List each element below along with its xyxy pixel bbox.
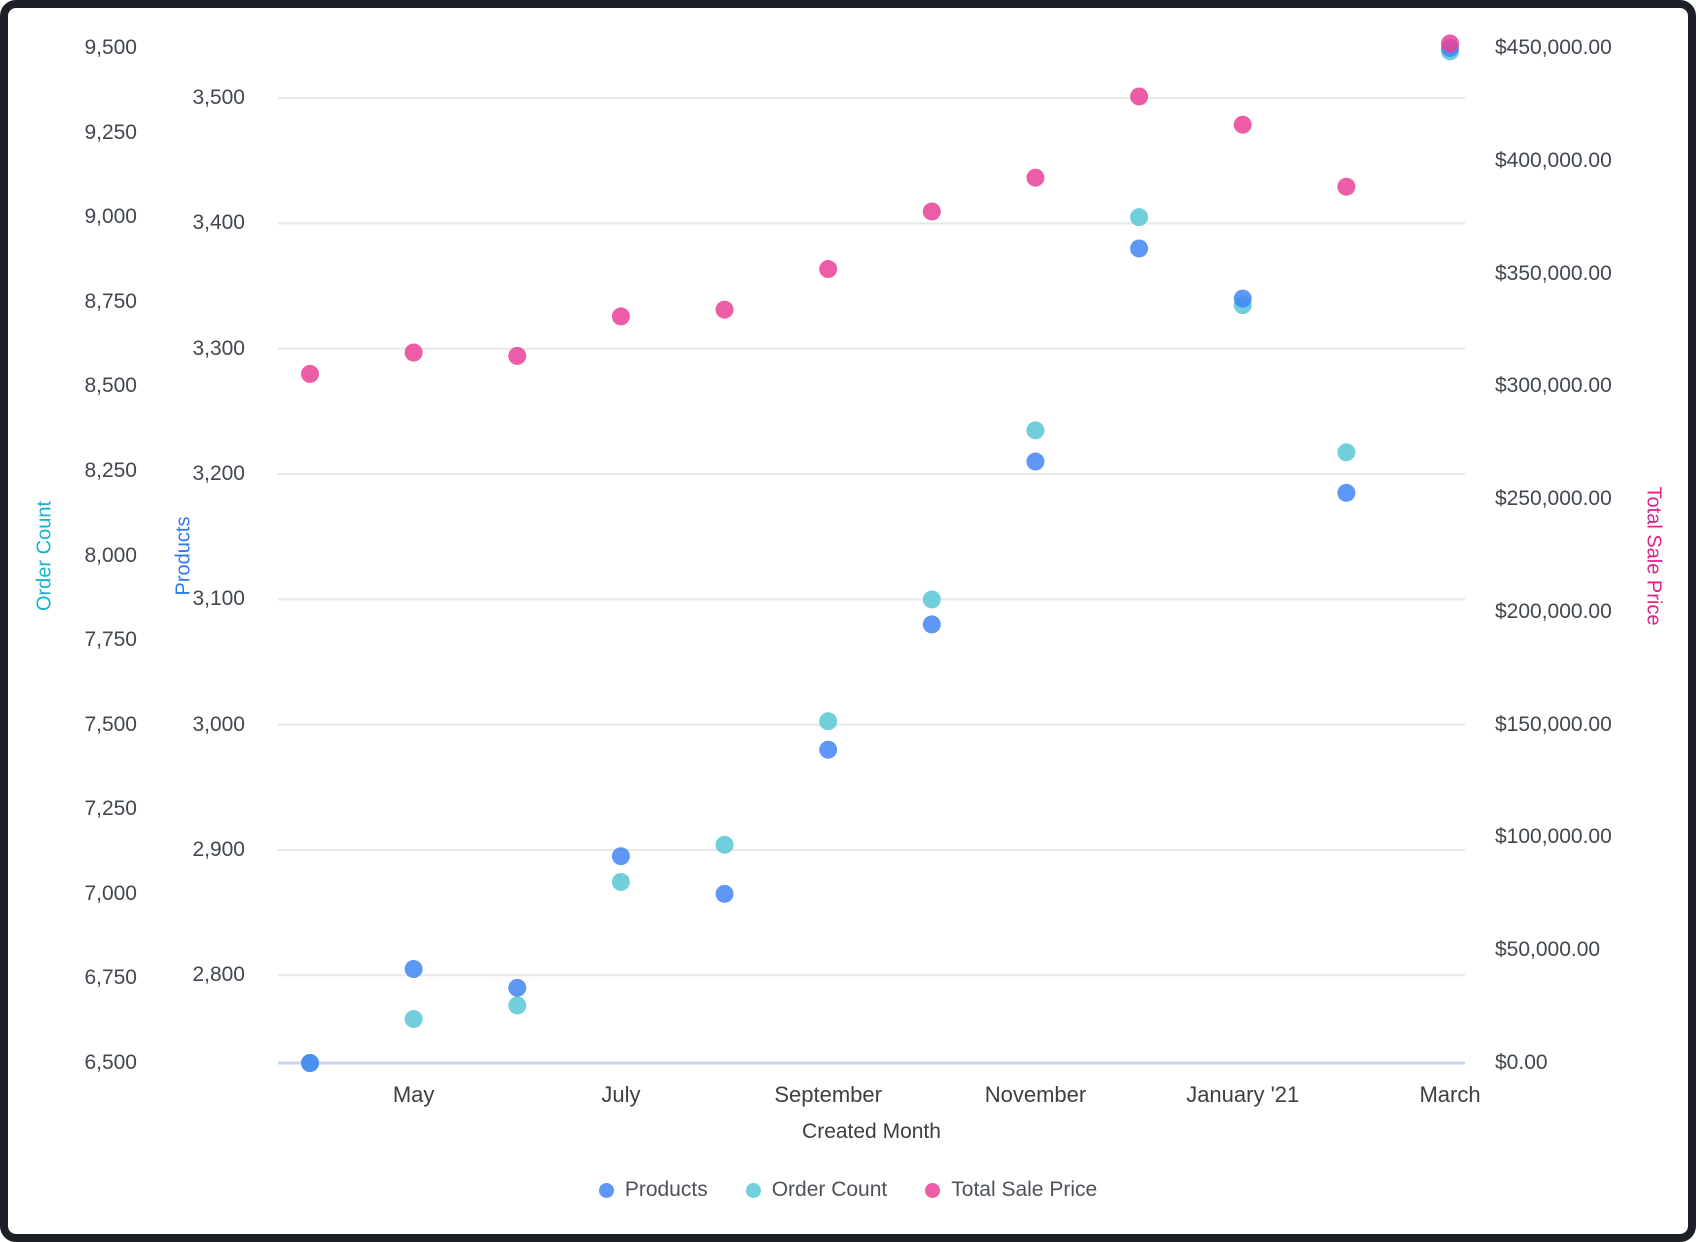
data-point-order_count[interactable] bbox=[819, 712, 838, 731]
data-point-products[interactable] bbox=[1337, 483, 1356, 502]
axis-tick-label: 3,300 bbox=[192, 336, 245, 360]
axis-tick-label: $400,000.00 bbox=[1495, 148, 1612, 172]
axis-tick-label: $100,000.00 bbox=[1495, 825, 1612, 849]
data-point-total_sale_price[interactable] bbox=[404, 343, 423, 362]
data-point-order_count[interactable] bbox=[922, 590, 941, 609]
axis-tick-label: $0.00 bbox=[1495, 1051, 1548, 1074]
axis-tick-label: $300,000.00 bbox=[1495, 374, 1612, 398]
data-point-total_sale_price[interactable] bbox=[611, 307, 630, 326]
data-point-products[interactable] bbox=[715, 884, 734, 903]
data-point-total_sale_price[interactable] bbox=[1233, 115, 1252, 134]
axis-tick-label: 2,800 bbox=[192, 963, 245, 987]
data-point-total_sale_price[interactable] bbox=[1026, 168, 1045, 187]
total-sale-price-axis-title: Total Sale Price bbox=[1642, 486, 1665, 626]
axis-tick-label: 9,500 bbox=[84, 36, 137, 59]
axis-tick-label: 6,750 bbox=[84, 966, 137, 990]
axis-tick-label: $50,000.00 bbox=[1495, 938, 1601, 962]
data-point-order_count[interactable] bbox=[611, 872, 630, 891]
data-point-total_sale_price[interactable] bbox=[1441, 34, 1459, 53]
x-axis-tick-label: May bbox=[392, 1082, 435, 1107]
total-sale-price-legend-dot bbox=[925, 1182, 941, 1198]
data-point-order_count[interactable] bbox=[715, 835, 734, 854]
order-count-legend-dot bbox=[745, 1182, 761, 1198]
data-point-products[interactable] bbox=[1130, 239, 1149, 258]
legend-label: Products bbox=[624, 1178, 708, 1201]
data-point-products[interactable] bbox=[1233, 289, 1252, 308]
order-count-axis-title: Order Count bbox=[33, 500, 56, 612]
axis-tick-label: 3,000 bbox=[192, 712, 245, 736]
data-point-products[interactable] bbox=[404, 960, 423, 979]
data-point-products[interactable] bbox=[301, 1054, 319, 1072]
data-point-products[interactable] bbox=[508, 978, 527, 997]
axis-tick-label: 3,200 bbox=[192, 462, 245, 486]
data-point-order_count[interactable] bbox=[1130, 208, 1149, 227]
axis-tick-label: 9,000 bbox=[84, 205, 137, 229]
data-point-products[interactable] bbox=[1026, 452, 1045, 471]
axis-tick-label: 3,400 bbox=[192, 211, 245, 235]
data-point-products[interactable] bbox=[922, 615, 941, 634]
x-axis-tick-label: September bbox=[774, 1082, 882, 1107]
x-axis-title: Created Month bbox=[802, 1120, 941, 1143]
axis-tick-label: 8,000 bbox=[84, 543, 137, 567]
axis-tick-label: $350,000.00 bbox=[1495, 261, 1612, 285]
axis-tick-label: $250,000.00 bbox=[1495, 487, 1612, 511]
data-point-total_sale_price[interactable] bbox=[715, 300, 734, 319]
axis-tick-label: $450,000.00 bbox=[1495, 36, 1612, 59]
axis-tick-label: 8,250 bbox=[84, 458, 137, 482]
data-point-total_sale_price[interactable] bbox=[301, 364, 319, 383]
axis-tick-label: 7,500 bbox=[84, 712, 137, 736]
x-axis-tick-label: January '21 bbox=[1186, 1082, 1300, 1107]
axis-tick-label: 7,750 bbox=[84, 628, 137, 652]
products-axis-title: Products bbox=[172, 516, 195, 596]
axis-tick-label: 7,250 bbox=[84, 797, 137, 821]
products-legend-dot bbox=[598, 1182, 614, 1198]
axis-tick-label: 8,500 bbox=[84, 374, 137, 398]
x-axis-tick-label: November bbox=[984, 1082, 1087, 1107]
data-point-order_count[interactable] bbox=[1337, 443, 1356, 462]
data-point-products[interactable] bbox=[611, 847, 630, 866]
axis-tick-label: 7,000 bbox=[84, 881, 137, 905]
axis-tick-label: 6,500 bbox=[84, 1051, 137, 1074]
x-axis-tick-label: March bbox=[1419, 1082, 1481, 1107]
data-point-order_count[interactable] bbox=[1026, 421, 1045, 440]
data-point-order_count[interactable] bbox=[404, 1010, 423, 1029]
axis-tick-label: 2,900 bbox=[192, 837, 245, 861]
data-point-products[interactable] bbox=[819, 740, 838, 759]
chart-legend: Products Order Count Total Sale Price bbox=[0, 1178, 1696, 1202]
data-point-total_sale_price[interactable] bbox=[922, 202, 941, 221]
data-point-order_count[interactable] bbox=[508, 996, 527, 1015]
legend-item-total-sale-price[interactable]: Total Sale Price bbox=[925, 1178, 1097, 1202]
data-point-total_sale_price[interactable] bbox=[508, 346, 527, 365]
data-point-total_sale_price[interactable] bbox=[1130, 87, 1149, 106]
axis-tick-label: 3,100 bbox=[192, 587, 245, 611]
legend-item-order-count[interactable]: Order Count bbox=[745, 1178, 888, 1202]
legend-item-products[interactable]: Products bbox=[598, 1178, 708, 1202]
axis-tick-label: $200,000.00 bbox=[1495, 599, 1612, 623]
axis-tick-label: 9,250 bbox=[84, 120, 137, 144]
axis-tick-label: 8,750 bbox=[84, 289, 137, 313]
legend-label: Order Count bbox=[771, 1178, 888, 1201]
data-point-total_sale_price[interactable] bbox=[819, 260, 838, 279]
data-point-total_sale_price[interactable] bbox=[1337, 177, 1356, 196]
legend-label: Total Sale Price bbox=[951, 1178, 1098, 1201]
x-axis-tick-label: July bbox=[601, 1082, 641, 1107]
axis-tick-label: $150,000.00 bbox=[1495, 712, 1612, 736]
axis-tick-label: 3,500 bbox=[192, 86, 245, 110]
